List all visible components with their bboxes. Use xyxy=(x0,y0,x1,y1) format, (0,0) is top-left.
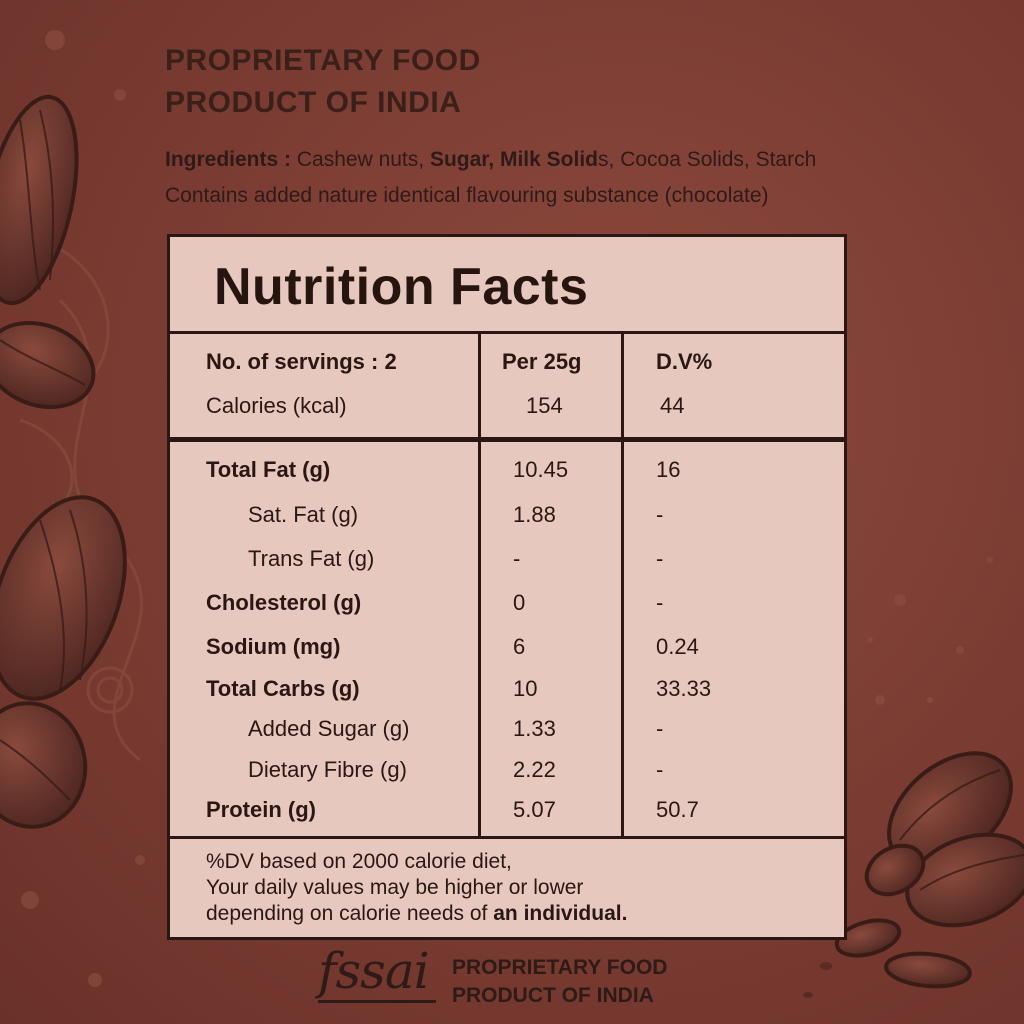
nutrient-dv: 0.24 xyxy=(656,634,699,659)
section-divider xyxy=(170,836,844,839)
column-divider xyxy=(478,331,481,839)
nutrition-facts-panel: Nutrition Facts No. of servings : 2 Per … xyxy=(167,234,847,940)
nutrient-dv: 16 xyxy=(656,457,681,482)
nutrition-title: Nutrition Facts xyxy=(214,258,589,316)
nutrient-label: Total Fat (g) xyxy=(206,457,331,482)
header-line-2: PRODUCT OF INDIA xyxy=(165,86,462,119)
nutrition-title-bar: Nutrition Facts xyxy=(170,237,844,334)
dv-footnote: %DV based on 2000 calorie diet, Your dai… xyxy=(206,849,826,927)
nutrient-label: Dietary Fibre (g) xyxy=(248,757,407,782)
dv-header: D.V% xyxy=(656,349,713,374)
calories-dv: 44 xyxy=(660,393,685,418)
nutrient-dv: - xyxy=(656,590,664,615)
ingredients-section: Ingredients : Cashew nuts, Sugar, Milk S… xyxy=(165,142,965,214)
nutrient-per: 2.22 xyxy=(513,757,556,782)
nutrient-per: 6 xyxy=(513,634,526,659)
nutrient-dv: - xyxy=(656,716,664,741)
footer-text: PROPRIETARY FOOD PRODUCT OF INDIA xyxy=(452,954,667,1010)
ingredient-item: Sugar, xyxy=(429,148,495,171)
header-title: PROPRIETARY FOOD PRODUCT OF INDIA xyxy=(165,40,481,124)
nutrient-label: Protein (g) xyxy=(206,797,316,822)
ingredients-note: Contains added nature identical flavouri… xyxy=(165,184,769,207)
nutrient-label: Trans Fat (g) xyxy=(248,546,375,571)
ingredient-item: Cocoa Solids, Starch xyxy=(620,148,817,171)
nutrient-per: 1.88 xyxy=(513,502,556,527)
ingredient-item: Milk Solid xyxy=(499,148,598,171)
footer-line-1: PROPRIETARY FOOD xyxy=(452,956,668,979)
section-divider xyxy=(170,437,844,442)
ingredients-line: Ingredients : Cashew nuts, Sugar, Milk S… xyxy=(165,142,965,178)
nutrient-per: 10 xyxy=(513,676,538,701)
nutrient-label: Cholesterol (g) xyxy=(206,590,362,615)
nutrient-dv: 33.33 xyxy=(656,676,712,701)
nutrient-per: 5.07 xyxy=(513,797,556,822)
nutrient-dv: - xyxy=(656,757,664,782)
footnote-line: depending on calorie needs of an individ… xyxy=(206,901,826,927)
nutrient-label: Total Carbs (g) xyxy=(206,676,360,701)
nutrient-per: 10.45 xyxy=(513,457,569,482)
calories-label: Calories (kcal) xyxy=(206,393,347,418)
ingredients-label: Ingredients : xyxy=(165,148,292,171)
servings-label: No. of servings : 2 xyxy=(206,349,397,374)
header-line-1: PROPRIETARY FOOD xyxy=(165,44,481,77)
calories-per: 154 xyxy=(526,393,563,418)
footnote-bold: an individual. xyxy=(493,902,628,925)
ingredient-item: Cashew nuts, xyxy=(296,148,425,171)
nutrient-label: Added Sugar (g) xyxy=(248,716,410,741)
fssai-logo: fssai xyxy=(318,942,430,1000)
ingredient-item-suffix: s, xyxy=(598,148,615,171)
nutrient-dv: 50.7 xyxy=(656,797,699,822)
nutrient-dv: - xyxy=(656,546,664,571)
fssai-underline xyxy=(318,1000,436,1003)
nutrient-label: Sodium (mg) xyxy=(206,634,341,659)
nutrient-dv: - xyxy=(656,502,664,527)
column-divider xyxy=(621,331,624,839)
nutrient-per: 0 xyxy=(513,590,526,615)
footnote-line: %DV based on 2000 calorie diet, xyxy=(206,850,512,873)
footnote-text: depending on calorie needs of xyxy=(206,902,488,925)
per-25g-header: Per 25g xyxy=(502,349,582,374)
footer-line-2: PRODUCT OF INDIA xyxy=(452,984,654,1007)
nutrient-per: 1.33 xyxy=(513,716,556,741)
footnote-line: Your daily values may be higher or lower xyxy=(206,876,584,899)
nutrient-per: - xyxy=(513,546,521,571)
nutrient-label: Sat. Fat (g) xyxy=(248,502,359,527)
